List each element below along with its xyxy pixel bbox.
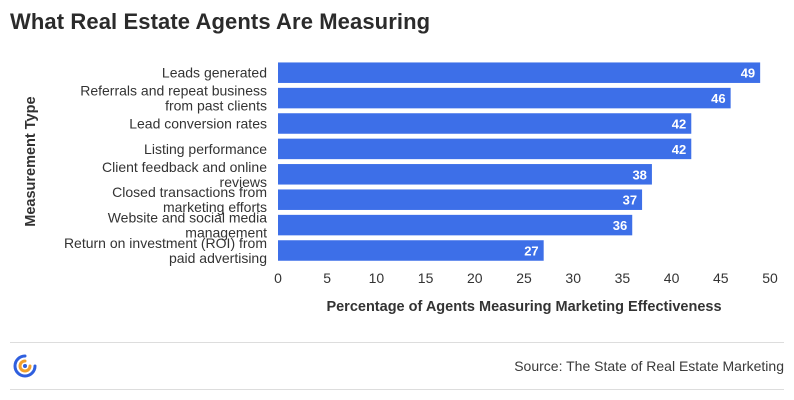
- bar-value-label: 42: [672, 117, 686, 132]
- x-tick-label: 25: [516, 270, 532, 286]
- x-tick-label: 15: [418, 270, 434, 286]
- bar: [278, 62, 761, 83]
- category-label: Closed transactions from: [112, 184, 267, 200]
- category-labels-group: Leads generated Referrals and repeat busi…: [64, 65, 267, 266]
- bar-value-label: 36: [613, 218, 627, 233]
- bar: [278, 113, 692, 134]
- category-label: Client feedback and online: [102, 159, 267, 175]
- x-tick-label: 5: [323, 270, 331, 286]
- bar-value-label: 27: [524, 244, 538, 259]
- category-label: Listing performance: [144, 141, 267, 157]
- bar: [278, 189, 643, 210]
- x-tick-label: 20: [467, 270, 483, 286]
- category-label: Lead conversion rates: [129, 116, 267, 132]
- category-label: management: [185, 225, 267, 241]
- category-label: Return on investment (ROI) from: [64, 235, 267, 251]
- bar: [278, 240, 544, 261]
- bar: [278, 138, 692, 160]
- bar-value-label: 49: [741, 66, 755, 81]
- category-label: Referrals and repeat business: [80, 83, 267, 99]
- category-label: from past clients: [165, 98, 267, 114]
- source-note: Source: The State of Real Estate Marketi…: [514, 358, 784, 374]
- chart-title: What Real Estate Agents Are Measuring: [10, 9, 431, 34]
- category-label: Website and social media: [108, 210, 267, 226]
- brand-logo-icon: [13, 354, 37, 378]
- bar-value-label: 37: [623, 193, 637, 208]
- bars-group: [278, 62, 761, 261]
- category-label: reviews: [220, 174, 267, 190]
- x-axis-label: Percentage of Agents Measuring Marketing…: [326, 299, 721, 315]
- category-label: Leads generated: [162, 65, 267, 81]
- x-tick-label: 50: [762, 270, 778, 286]
- x-tick-label: 35: [615, 270, 631, 286]
- bar: [278, 214, 633, 236]
- footer-divider-top: [10, 342, 784, 343]
- x-tick-label: 30: [565, 270, 581, 286]
- bar-value-label: 38: [632, 167, 646, 182]
- bar: [278, 164, 652, 185]
- footer-divider-bottom: [10, 389, 784, 390]
- y-axis-label: Measurement Type: [23, 96, 39, 226]
- x-tick-labels-group: 0 5 10 15 20 25 30 35 40 45 50: [274, 270, 778, 286]
- x-tick-label: 0: [274, 270, 282, 286]
- bar-value-label: 42: [672, 142, 686, 157]
- x-tick-label: 45: [713, 270, 729, 286]
- category-label: marketing efforts: [163, 199, 267, 215]
- value-labels-group: 49 46 42 42 38 37 36 27: [524, 66, 755, 259]
- x-tick-label: 10: [369, 270, 385, 286]
- category-label: paid advertising: [169, 250, 267, 266]
- bar: [278, 87, 731, 109]
- bar-chart: 49 46 42 42 38 37 36 27 Leads generated Referral…: [23, 62, 778, 315]
- x-tick-label: 40: [664, 270, 680, 286]
- bar-value-label: 46: [711, 91, 725, 106]
